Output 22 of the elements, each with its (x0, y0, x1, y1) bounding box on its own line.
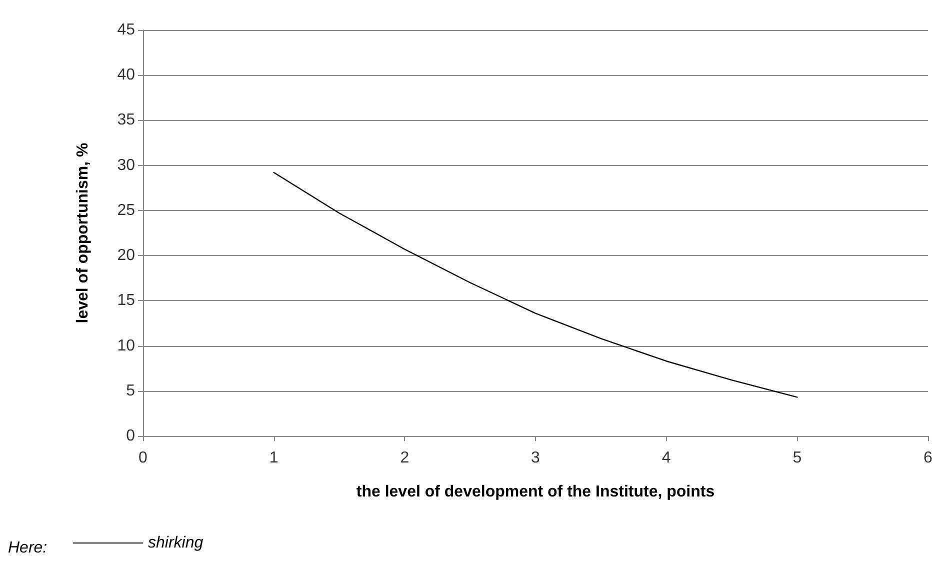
line-series (273, 172, 798, 398)
legend-title: Here: (8, 540, 48, 556)
x-tick-label: 2 (400, 450, 410, 466)
x-tick-label: 4 (662, 450, 671, 466)
y-tick-label: 40 (117, 66, 136, 84)
y-tick-label: 35 (117, 112, 136, 129)
y-tick-label: 20 (117, 247, 136, 264)
x-tick-label: 1 (269, 450, 278, 466)
y-tick-label: 25 (117, 202, 136, 219)
y-tick-label: 10 (117, 337, 136, 354)
y-tick-label: 30 (117, 156, 136, 174)
x-axis-title: the level of development of the Institute, points (356, 484, 715, 500)
x-tick-label: 3 (531, 450, 540, 466)
y-tick-label: 0 (126, 428, 136, 444)
y-axis-title: level of opportunism, % (74, 142, 92, 324)
y-tick-label: 15 (117, 292, 136, 310)
y-tick-label: 5 (126, 382, 136, 400)
x-tick-label: 5 (792, 450, 802, 466)
legend-label: shirking (148, 534, 204, 552)
y-tick-label: 45 (117, 22, 136, 38)
x-tick-label: 0 (138, 450, 148, 466)
x-tick-label: 6 (924, 450, 933, 466)
